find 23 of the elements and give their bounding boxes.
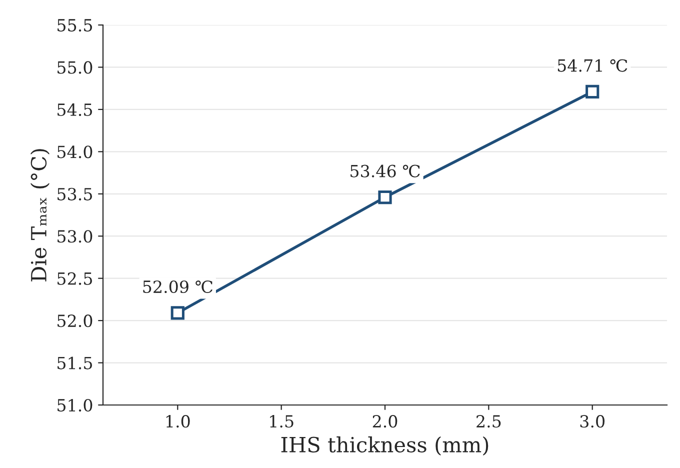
x-tick-label: 1.5 (270, 415, 294, 428)
y-tick-label: 52.5 (58, 272, 92, 285)
y-tick-label: 55.0 (58, 61, 92, 74)
x-tick-label: 1.0 (166, 415, 190, 428)
x-tick-label: 2.0 (372, 415, 398, 428)
x-axis-title: IHS thickness (mm) (281, 436, 488, 456)
data-label: 52.09 ℃ (143, 280, 212, 294)
point (586, 84, 600, 99)
y-tick-label: 54.5 (58, 103, 92, 116)
x-tick-label: 2.5 (476, 415, 501, 428)
y-tick-label: 53.5 (58, 188, 92, 200)
data-label: 53.46 ℃ (350, 164, 420, 178)
y-axis-title: Die Tₘₐₓ (°C) (30, 149, 50, 282)
y-tick-label: 54.0 (58, 146, 92, 158)
point (170, 306, 184, 320)
y-tick-label: 52.0 (58, 314, 92, 328)
y-tick-label: 51.0 (58, 398, 92, 412)
y-tick-label: 51.5 (58, 356, 92, 370)
data-label: 54.71 ℃ (558, 59, 628, 72)
point (378, 190, 392, 204)
y-tick-label: 53.0 (58, 230, 92, 243)
x-tick-label: 3.0 (580, 415, 604, 428)
y-tick-label: 55.5 (58, 19, 92, 32)
